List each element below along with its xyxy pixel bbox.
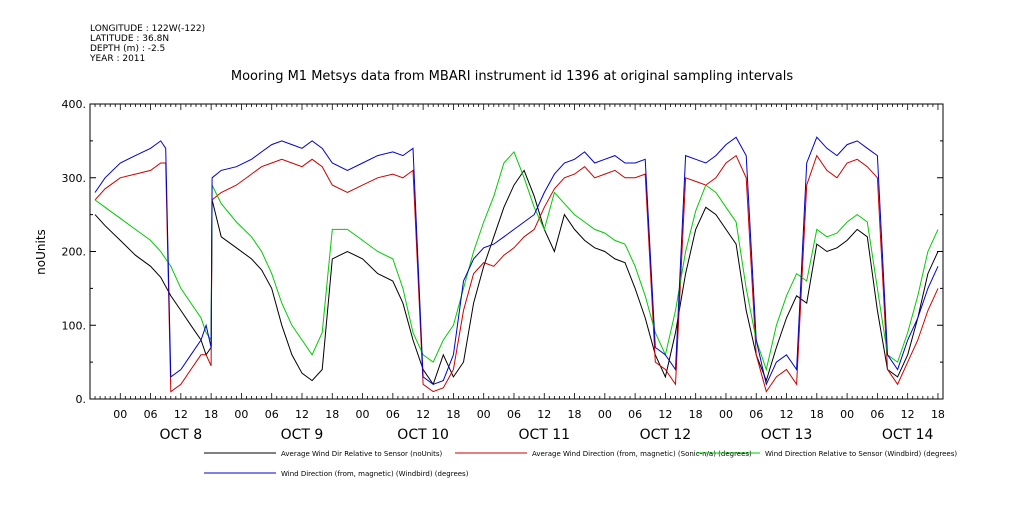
- x-tick-label: 18: [689, 408, 703, 421]
- x-tick-label: 00: [719, 408, 733, 421]
- x-tick-label: 18: [204, 408, 218, 421]
- legend-label: Average Wind Direction (from, magnetic) …: [532, 450, 752, 458]
- meta-line: YEAR : 2011: [89, 54, 145, 64]
- y-axis-label: noUnits: [34, 229, 48, 275]
- legend-label: Wind Direction (from, magnetic) (Windbir…: [281, 470, 469, 478]
- legend-item: Average Wind Direction (from, magnetic) …: [455, 450, 752, 458]
- x-tick-label: 06: [507, 408, 521, 421]
- x-day-label: OCT 11: [518, 427, 570, 443]
- legend-label: Wind Direction Relative to Sensor (Windb…: [765, 450, 957, 458]
- x-day-label: OCT 12: [640, 427, 692, 443]
- meta-line: LATITUDE : 36.8N: [90, 34, 169, 44]
- x-tick-label: 12: [295, 408, 309, 421]
- x-tick-label: 06: [144, 408, 158, 421]
- x-tick-label: 18: [446, 408, 460, 421]
- y-tick-label: 400.: [62, 98, 87, 111]
- x-tick-label: 00: [234, 408, 248, 421]
- series-line: [94, 169, 939, 386]
- meta-line: LONGITUDE : 122W(-122): [90, 24, 205, 34]
- y-tick-label: 0.: [76, 393, 87, 406]
- x-tick-label: 00: [477, 408, 491, 421]
- x-tick-label: 12: [416, 408, 430, 421]
- meta-line: DEPTH (m) : -2.5: [90, 44, 165, 54]
- x-day-label: OCT 13: [761, 427, 813, 443]
- x-tick-label: 18: [931, 408, 945, 421]
- legend-item: Wind Direction (from, magnetic) (Windbir…: [204, 470, 469, 478]
- x-tick-label: 18: [810, 408, 824, 421]
- x-tick-label: 18: [568, 408, 582, 421]
- x-tick-label: 06: [749, 408, 763, 421]
- series-line: [94, 150, 939, 372]
- x-day-label: OCT 9: [281, 427, 324, 443]
- x-tick-label: 06: [386, 408, 400, 421]
- x-tick-label: 06: [628, 408, 642, 421]
- legend: Average Wind Dir Relative to Sensor (noU…: [204, 450, 957, 478]
- x-tick-label: 12: [174, 408, 188, 421]
- x-day-label: OCT 8: [159, 427, 202, 443]
- y-tick-label: 100.: [62, 319, 87, 332]
- x-tick-label: 06: [870, 408, 884, 421]
- axis-layer: 0. 100. 200. 300. 400. 00 06 12 18 00 06 12 18 00 06 12…: [62, 98, 945, 443]
- y-tick-label: 300.: [62, 172, 87, 185]
- legend-item: Wind Direction Relative to Sensor (Windb…: [696, 450, 957, 458]
- legend-label: Average Wind Dir Relative to Sensor (noU…: [281, 450, 442, 458]
- metadata-block: LONGITUDE : 122W(-122) LATITUDE : 36.8N …: [89, 24, 205, 64]
- x-tick-label: 12: [537, 408, 551, 421]
- x-tick-label: 06: [265, 408, 279, 421]
- x-tick-label: 00: [598, 408, 612, 421]
- y-tick-label: 200.: [62, 246, 87, 259]
- series-layer: [94, 136, 939, 393]
- chart-title: Mooring M1 Metsys data from MBARI instru…: [231, 69, 793, 84]
- x-tick-label: 12: [658, 408, 672, 421]
- x-day-label: OCT 10: [397, 427, 449, 443]
- x-tick-label: 00: [113, 408, 127, 421]
- x-tick-label: 12: [780, 408, 794, 421]
- x-tick-label: 12: [901, 408, 915, 421]
- x-tick-label: 18: [325, 408, 339, 421]
- x-tick-label: 00: [840, 408, 854, 421]
- legend-item: Average Wind Dir Relative to Sensor (noU…: [204, 450, 442, 458]
- x-tick-label: 00: [356, 408, 370, 421]
- series-line: [94, 154, 939, 393]
- series-line: [94, 136, 939, 386]
- x-day-label: OCT 14: [882, 427, 934, 443]
